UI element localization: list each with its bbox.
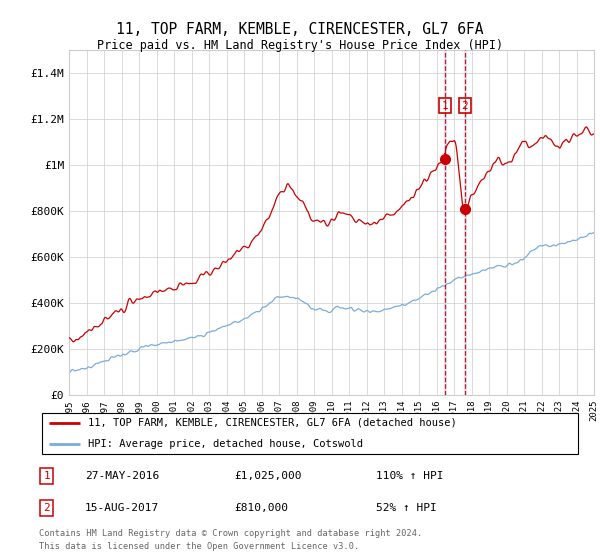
Text: HPI: Average price, detached house, Cotswold: HPI: Average price, detached house, Cots…: [88, 439, 363, 449]
Text: 11, TOP FARM, KEMBLE, CIRENCESTER, GL7 6FA: 11, TOP FARM, KEMBLE, CIRENCESTER, GL7 6…: [116, 22, 484, 38]
Text: 1: 1: [442, 100, 448, 110]
Text: 27-MAY-2016: 27-MAY-2016: [85, 471, 160, 481]
Text: 2: 2: [461, 100, 468, 110]
FancyBboxPatch shape: [42, 413, 578, 454]
Text: £1,025,000: £1,025,000: [235, 471, 302, 481]
Text: 2: 2: [43, 503, 50, 513]
Text: 52% ↑ HPI: 52% ↑ HPI: [376, 503, 436, 513]
Bar: [464, 50, 466, 395]
Text: 11, TOP FARM, KEMBLE, CIRENCESTER, GL7 6FA (detached house): 11, TOP FARM, KEMBLE, CIRENCESTER, GL7 6…: [88, 418, 457, 428]
Bar: [444, 50, 446, 395]
Text: This data is licensed under the Open Government Licence v3.0.: This data is licensed under the Open Gov…: [39, 542, 359, 550]
Text: 110% ↑ HPI: 110% ↑ HPI: [376, 471, 443, 481]
Text: 1: 1: [43, 471, 50, 481]
Text: £810,000: £810,000: [235, 503, 289, 513]
Text: 15-AUG-2017: 15-AUG-2017: [85, 503, 160, 513]
Text: Contains HM Land Registry data © Crown copyright and database right 2024.: Contains HM Land Registry data © Crown c…: [39, 529, 422, 538]
Text: Price paid vs. HM Land Registry's House Price Index (HPI): Price paid vs. HM Land Registry's House …: [97, 39, 503, 52]
